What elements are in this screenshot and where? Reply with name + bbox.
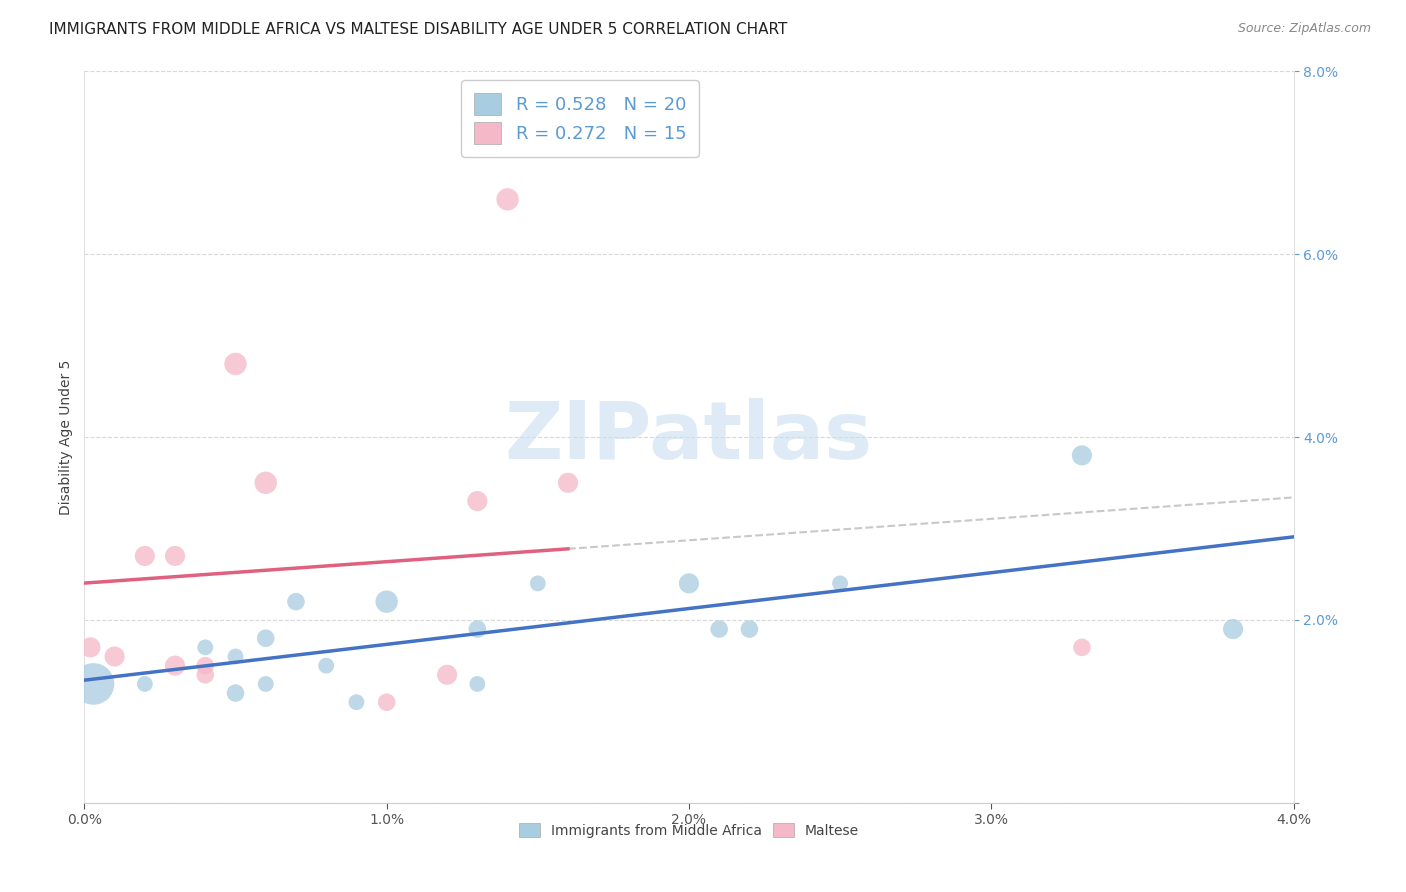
Point xyxy=(738,622,761,636)
Point xyxy=(134,549,156,563)
Point xyxy=(225,686,247,700)
Point xyxy=(375,595,398,609)
Point xyxy=(709,622,731,636)
Point xyxy=(254,475,277,490)
Point xyxy=(496,193,519,207)
Point xyxy=(467,677,489,691)
Point xyxy=(165,658,187,673)
Text: ZIPatlas: ZIPatlas xyxy=(505,398,873,476)
Point xyxy=(104,649,127,664)
Point xyxy=(830,576,852,591)
Legend: Immigrants from Middle Africa, Maltese: Immigrants from Middle Africa, Maltese xyxy=(513,817,865,844)
Point xyxy=(225,649,247,664)
Point xyxy=(254,632,277,646)
Point xyxy=(225,357,247,371)
Point xyxy=(194,640,217,655)
Y-axis label: Disability Age Under 5: Disability Age Under 5 xyxy=(59,359,73,515)
Point xyxy=(315,658,337,673)
Point xyxy=(375,695,398,709)
Point xyxy=(1222,622,1244,636)
Point xyxy=(436,667,458,681)
Point xyxy=(678,576,700,591)
Point xyxy=(285,595,308,609)
Point xyxy=(194,658,217,673)
Text: Source: ZipAtlas.com: Source: ZipAtlas.com xyxy=(1237,22,1371,36)
Point xyxy=(194,667,217,681)
Point xyxy=(467,494,489,508)
Point xyxy=(134,677,156,691)
Point xyxy=(346,695,368,709)
Point xyxy=(1071,640,1094,655)
Point xyxy=(165,549,187,563)
Point xyxy=(557,475,579,490)
Point xyxy=(82,677,104,691)
Point xyxy=(79,640,101,655)
Point xyxy=(254,677,277,691)
Point xyxy=(527,576,550,591)
Point xyxy=(467,622,489,636)
Text: IMMIGRANTS FROM MIDDLE AFRICA VS MALTESE DISABILITY AGE UNDER 5 CORRELATION CHAR: IMMIGRANTS FROM MIDDLE AFRICA VS MALTESE… xyxy=(49,22,787,37)
Point xyxy=(1071,449,1094,463)
